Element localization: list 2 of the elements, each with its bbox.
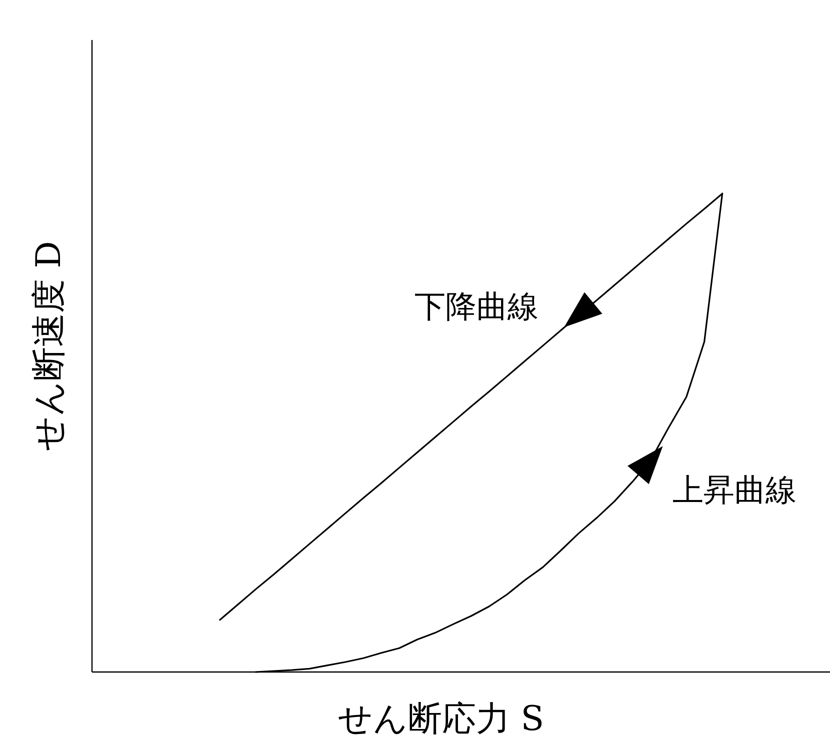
y-axis-title: せん断速度 D bbox=[29, 240, 69, 452]
x-axis-title: せん断応力 S bbox=[338, 699, 544, 739]
